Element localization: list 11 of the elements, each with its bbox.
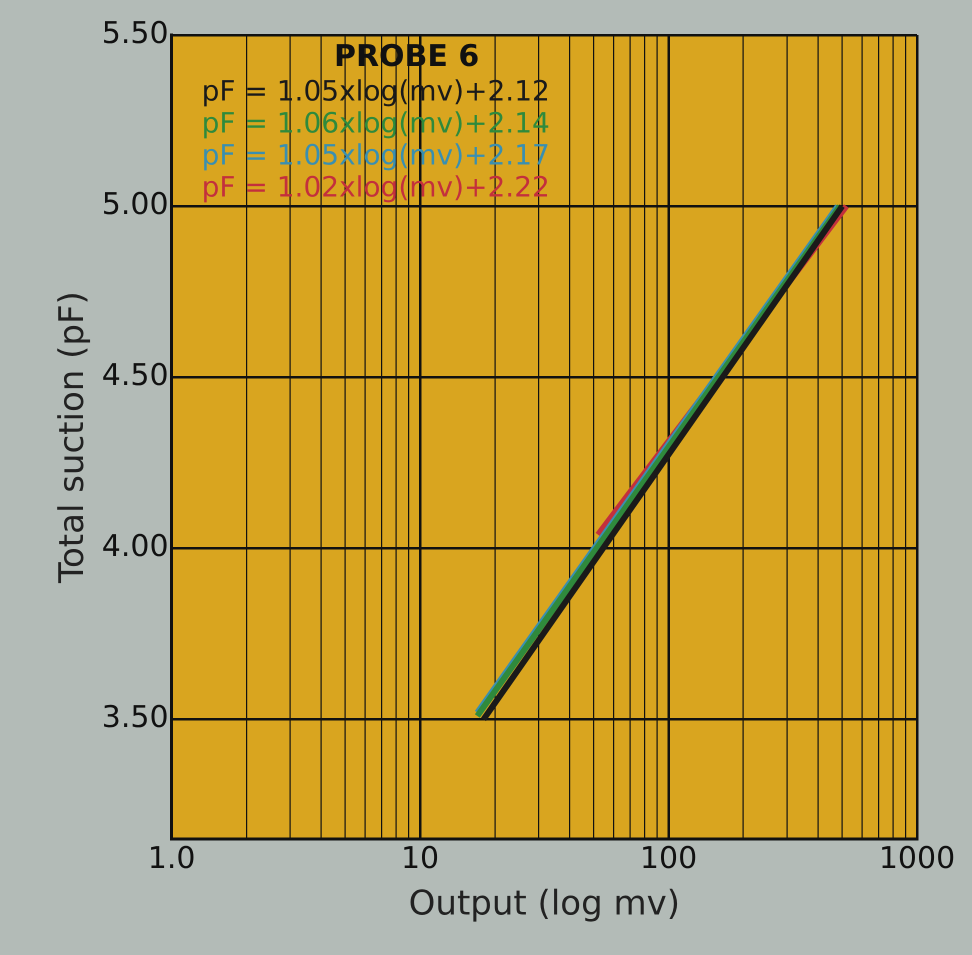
- x-tick-label: 100: [640, 840, 698, 876]
- x-axis-title: Output (log mv): [408, 883, 680, 924]
- x-tick-label: 1.0: [148, 840, 196, 876]
- y-tick-label: 3.50: [102, 700, 169, 736]
- y-tick-label: 5.00: [102, 186, 169, 222]
- x-tick-label: 1000: [878, 840, 956, 876]
- y-tick-label: 4.00: [102, 529, 169, 564]
- y-tick-label: 5.50: [102, 16, 169, 51]
- y-axis-title: Total suction (pF): [52, 291, 92, 584]
- y-tick-label: 4.50: [102, 358, 169, 394]
- x-tick-label: 10: [400, 840, 440, 876]
